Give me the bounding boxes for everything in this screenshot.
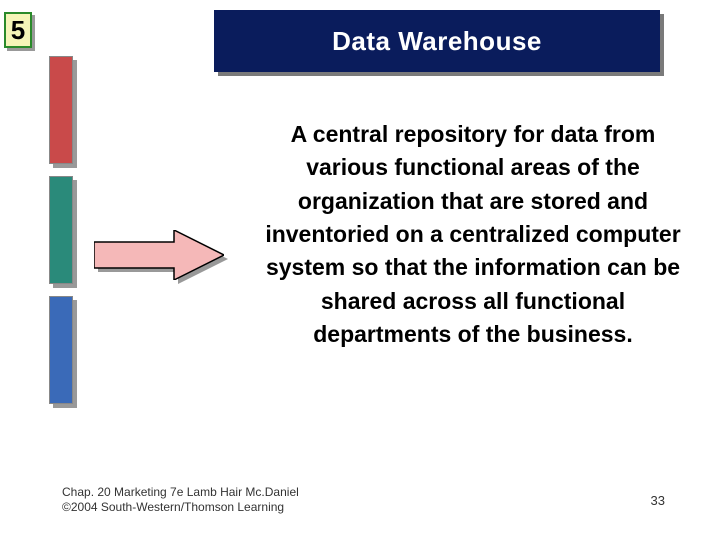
slide-number-box: 5 (4, 12, 32, 48)
footer-line2: ©2004 South-Western/Thomson Learning (62, 500, 299, 516)
page-number: 33 (651, 493, 665, 508)
title-text: Data Warehouse (332, 26, 542, 57)
slide-number: 5 (11, 15, 25, 46)
sidebar-green-bar (49, 176, 73, 284)
footer-left: Chap. 20 Marketing 7e Lamb Hair Mc.Danie… (62, 485, 299, 516)
arrow-icon (94, 230, 224, 280)
footer-line1: Chap. 20 Marketing 7e Lamb Hair Mc.Danie… (62, 485, 299, 501)
sidebar-blue-bar (49, 296, 73, 404)
sidebar-red-bar (49, 56, 73, 164)
body-text: A central repository for data from vario… (258, 118, 688, 351)
title-box: Data Warehouse (214, 10, 660, 72)
